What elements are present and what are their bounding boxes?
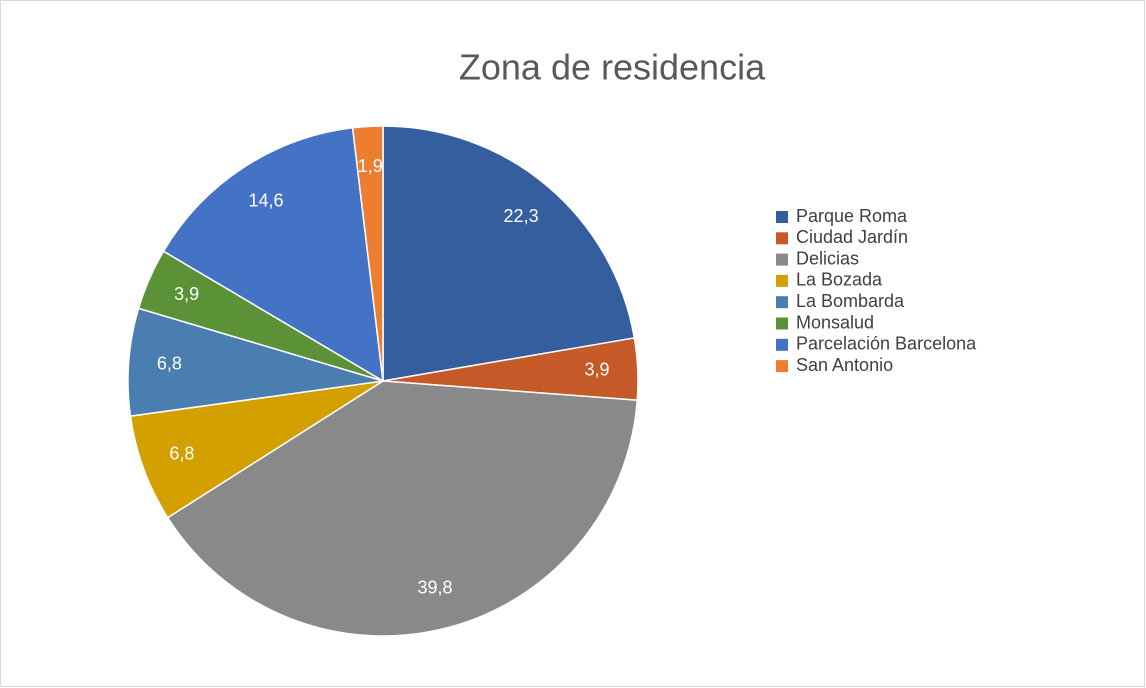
data-label: 1,9 — [358, 156, 383, 176]
data-label: 3,9 — [174, 284, 199, 304]
legend-label: La Bombarda — [796, 291, 905, 311]
chart-title: Zona de residencia — [459, 47, 766, 88]
data-label: 39,8 — [417, 578, 452, 598]
legend-swatch — [776, 274, 788, 287]
legend-label: Parque Roma — [796, 206, 908, 226]
pie-slice — [382, 125, 636, 382]
legend-label: Delicias — [796, 248, 859, 268]
legend-label: San Antonio — [796, 355, 893, 375]
legend-swatch — [776, 296, 788, 309]
legend-label: La Bozada — [796, 270, 883, 290]
data-label: 22,3 — [504, 206, 539, 226]
legend-label: Ciudad Jardín — [796, 227, 908, 247]
legend-swatch — [776, 360, 788, 373]
legend-swatch — [776, 211, 788, 223]
legend-label: Monsalud — [796, 312, 874, 332]
legend-swatch — [776, 253, 788, 266]
legend-swatch — [776, 232, 788, 245]
data-label: 3,9 — [584, 360, 609, 380]
pie-slice — [162, 126, 384, 383]
pie-slice — [127, 307, 384, 417]
data-label: 6,8 — [157, 354, 182, 374]
legend-label: Parcelación Barcelona — [796, 334, 977, 354]
legend-swatch — [776, 317, 788, 330]
legend-swatch — [776, 338, 788, 351]
data-label: 6,8 — [169, 444, 194, 464]
pie-slice — [166, 380, 639, 637]
pie-slice — [351, 125, 384, 382]
pie-slice — [129, 380, 384, 519]
data-label: 14,6 — [248, 190, 283, 210]
